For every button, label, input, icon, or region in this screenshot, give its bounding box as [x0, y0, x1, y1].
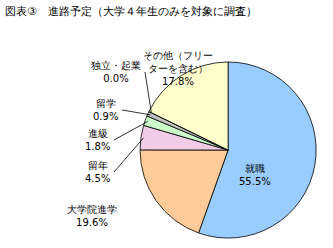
svg-text:進級1.8%: 進級1.8%: [85, 128, 110, 152]
svg-text:図表③ 進路予定（大学４年生のみを対象に調査）: 図表③ 進路予定（大学４年生のみを対象に調査）: [5, 5, 257, 18]
svg-text:留学0.9%: 留学0.9%: [93, 98, 118, 122]
svg-text:大学院進学19.6%: 大学院進学19.6%: [67, 204, 117, 228]
svg-text:その他（フリーターを含む）17.8%: その他（フリーターを含む）17.8%: [143, 50, 213, 87]
svg-text:就職55.5%: 就職55.5%: [239, 163, 271, 187]
svg-text:留年4.5%: 留年4.5%: [85, 160, 110, 184]
svg-text:独立・起業0.0%: 独立・起業0.0%: [91, 60, 141, 84]
